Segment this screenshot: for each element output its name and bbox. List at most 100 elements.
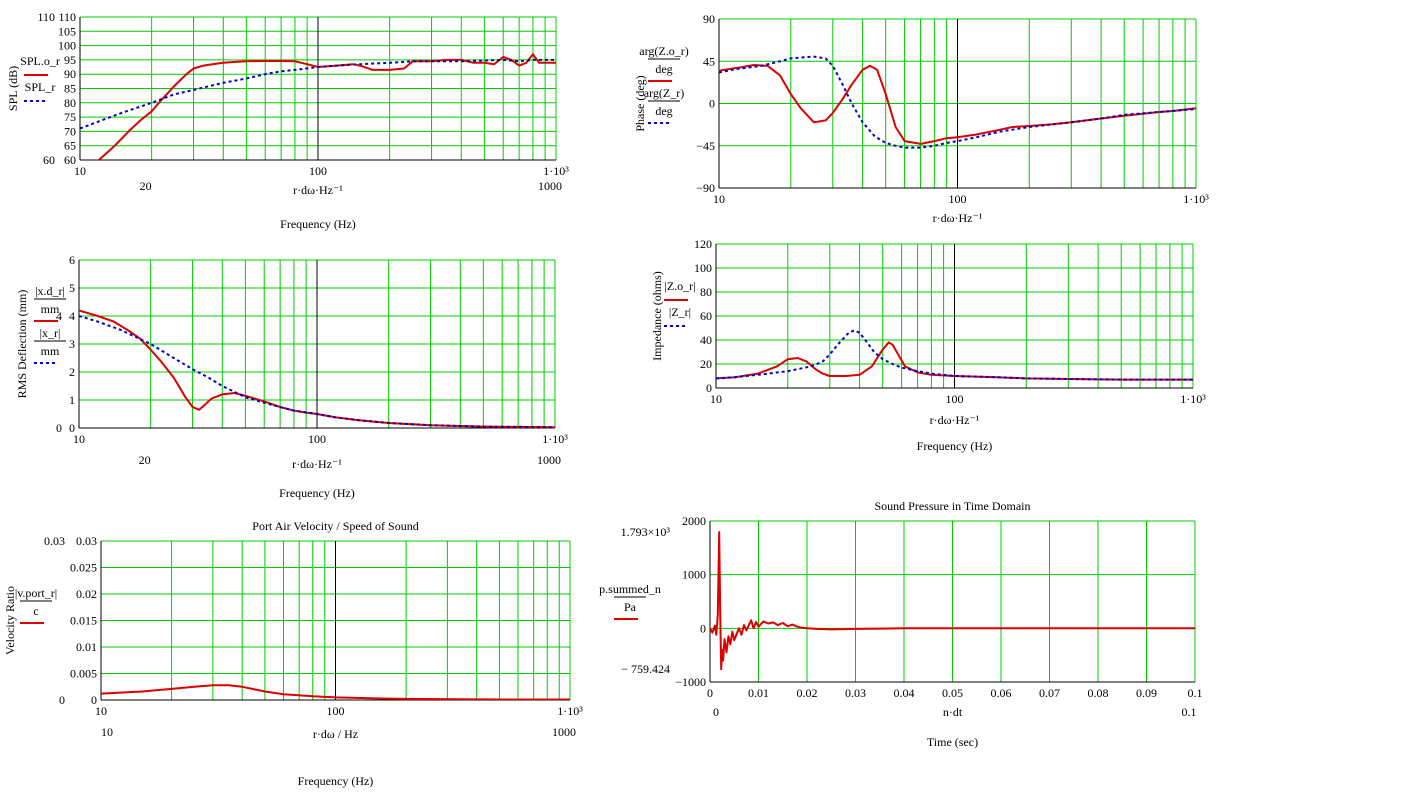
y-tick-label: 5 (69, 281, 75, 295)
series-impedance-1 (716, 329, 1193, 381)
x-range-label: 20 (139, 453, 151, 467)
y-tick-label: 0 (69, 421, 75, 435)
x-tick-label: 1·10³ (543, 164, 569, 178)
y-tick-label: 120 (694, 237, 712, 251)
grid-time (710, 521, 1195, 682)
series-impedance-0 (716, 341, 1193, 381)
y-tick-label: 0.01 (76, 640, 97, 654)
x-range-label: 1000 (538, 179, 562, 193)
x-tick-label: 100 (327, 704, 345, 718)
x-range-label: 10 (101, 725, 113, 739)
y-tick-label: 6 (69, 253, 75, 267)
y-axis-title: Phase (deg) (633, 75, 647, 131)
y-tick-label: 2000 (682, 514, 706, 528)
y-tick-label: 90 (703, 12, 715, 26)
chart-impedance: 0 20 40 60 80 100 120 10 100 1·10³ Impedance (ohms… (650, 237, 1206, 453)
y-tick-label: 1000 (682, 568, 706, 582)
y-tick-label: 85 (64, 82, 76, 96)
x-variable-label: r·dω·Hz⁻¹ (292, 457, 342, 471)
y-tick-label: 70 (64, 124, 76, 138)
x-axis-title: Frequency (Hz) (917, 439, 993, 453)
y-range-label: 4 (56, 309, 62, 323)
y-tick-label: −90 (696, 181, 715, 195)
y-tick-label: 80 (64, 96, 76, 110)
x-tick-label: 0.02 (797, 686, 818, 700)
x-tick-label: 0.09 (1136, 686, 1157, 700)
legend-label: deg (655, 104, 672, 118)
x-variable-label: r·dω·Hz⁻¹ (293, 183, 343, 197)
x-variable-label: r·dω·Hz⁻¹ (930, 413, 980, 427)
y-tick-label: 90 (64, 67, 76, 81)
y-tick-label: 0.015 (70, 614, 97, 628)
x-tick-label: 10 (74, 164, 86, 178)
y-tick-label: 105 (58, 24, 76, 38)
legend-label: SPL_r (25, 80, 56, 94)
x-tick-label: 0.1 (1188, 686, 1203, 700)
x-tick-label: 0.01 (748, 686, 769, 700)
x-axis-title: Frequency (Hz) (280, 217, 356, 231)
legend-label: deg (655, 62, 672, 76)
y-axis-title: RMS Deflection (mm) (15, 290, 29, 399)
x-variable-label: n·dt (943, 705, 963, 719)
y-tick-label: −45 (696, 139, 715, 153)
x-variable-label: r·dω·Hz⁻¹ (933, 211, 983, 225)
legend-label: |Z_r| (669, 305, 691, 319)
x-tick-label: 100 (949, 192, 967, 206)
x-tick-label: 1·10³ (1183, 192, 1209, 206)
x-tick-label: 0.03 (845, 686, 866, 700)
y-tick-label: 1 (69, 393, 75, 407)
x-tick-label: 10 (95, 704, 107, 718)
legend-label: |Z.o_r| (664, 279, 695, 293)
y-tick-label: 0.025 (70, 561, 97, 575)
y-tick-label: 0 (91, 693, 97, 707)
y-axis-title: Velocity Ratio (3, 586, 17, 655)
x-tick-label: 0.06 (991, 686, 1012, 700)
chart-title: Sound Pressure in Time Domain (874, 499, 1030, 513)
x-tick-label: 100 (309, 164, 327, 178)
y-tick-label: 60 (64, 153, 76, 167)
y-tick-label: 40 (700, 333, 712, 347)
x-range-label: 1000 (552, 725, 576, 739)
y-tick-label: 110 (58, 10, 76, 24)
x-tick-label: 0.05 (942, 686, 963, 700)
series-phase-0 (719, 64, 1196, 145)
y-range-label: 0 (56, 421, 62, 435)
x-tick-label: 1·10³ (557, 704, 583, 718)
y-tick-label: 100 (58, 39, 76, 53)
y-tick-label: 0.02 (76, 587, 97, 601)
y-tick-label: 2 (69, 365, 75, 379)
y-tick-label: 0 (706, 381, 712, 395)
x-axis-title: Frequency (Hz) (279, 486, 355, 500)
y-axis-title: Impedance (ohms) (650, 271, 664, 361)
y-tick-label: 80 (700, 285, 712, 299)
series-deflection-1 (79, 315, 555, 428)
y-tick-label: 20 (700, 357, 712, 371)
legend-label: |v.port_r| (15, 586, 57, 600)
series-phase-1 (719, 55, 1196, 149)
legend-label: arg(Z_r) (644, 86, 684, 100)
y-tick-label: −1000 (675, 675, 706, 689)
series-spl-1 (80, 58, 556, 130)
y-axis-title: SPL (dB) (6, 66, 20, 111)
legend-label: c (33, 604, 38, 618)
legend-label: mm (41, 344, 60, 358)
x-range-label: 20 (140, 179, 152, 193)
y-range-label: 1.793×10³ (621, 525, 671, 539)
y-tick-label: 3 (69, 337, 75, 351)
x-axis-title: Time (sec) (927, 735, 978, 749)
legend-label: mm (41, 302, 60, 316)
x-variable-label: r·dω / Hz (313, 727, 358, 741)
y-range-label: 60 (43, 153, 55, 167)
x-range-label: 0 (713, 705, 719, 719)
y-tick-label: 75 (64, 110, 76, 124)
legend-label: |x_r| (40, 326, 61, 340)
legend-label: arg(Z.o_r) (639, 44, 688, 58)
x-tick-label: 100 (946, 392, 964, 406)
series-time-0 (710, 531, 1195, 671)
x-tick-label: 0.08 (1088, 686, 1109, 700)
legend-label: SPL.o_r (20, 54, 60, 68)
